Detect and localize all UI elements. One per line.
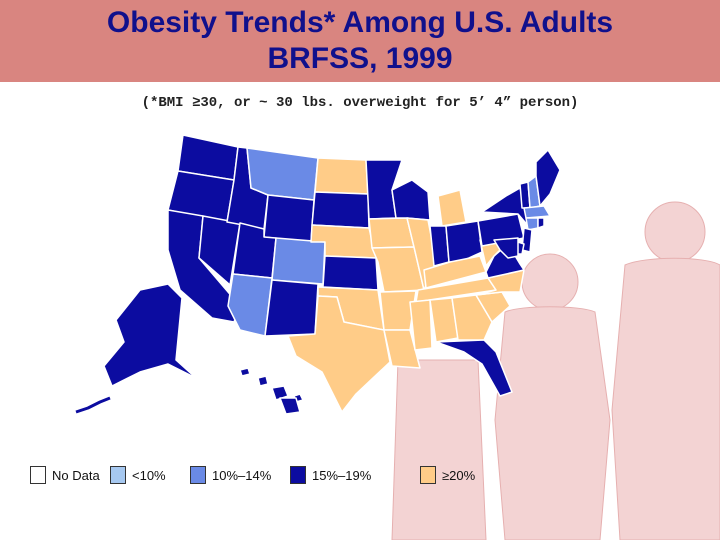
legend-swatch bbox=[420, 466, 436, 484]
state-NM bbox=[264, 279, 319, 337]
subtitle: (*BMI ≥30, or ~ 30 lbs. overweight for 5… bbox=[141, 95, 579, 111]
state-HI-island-2 bbox=[271, 385, 289, 401]
legend-swatch bbox=[290, 466, 306, 484]
us-map bbox=[75, 134, 561, 415]
title-band bbox=[0, 0, 720, 82]
state-KY bbox=[423, 255, 487, 289]
state-KS bbox=[322, 255, 379, 291]
legend-swatch bbox=[30, 466, 46, 484]
silhouette-figures bbox=[391, 201, 720, 540]
state-FL bbox=[435, 339, 513, 397]
state-MI bbox=[437, 189, 467, 227]
legend-swatch bbox=[110, 466, 126, 484]
legend-label: 10%–14% bbox=[212, 468, 272, 483]
legend-label: No Data bbox=[52, 468, 100, 483]
legend-label: 15%–19% bbox=[312, 468, 372, 483]
state-ND bbox=[314, 157, 369, 195]
title-line-1: Obesity Trends* Among U.S. Adults bbox=[106, 6, 614, 39]
state-WI bbox=[391, 179, 431, 221]
state-RI bbox=[537, 217, 545, 229]
state-ME bbox=[535, 149, 561, 207]
legend: No Data <10% 10%–14% 15%–19% ≥20% bbox=[30, 463, 550, 491]
legend-label: ≥20% bbox=[442, 468, 476, 483]
aleutian-islands bbox=[75, 396, 111, 414]
state-MA bbox=[523, 205, 551, 219]
legend-label: <10% bbox=[132, 468, 166, 483]
state-MS bbox=[409, 299, 433, 351]
state-LA bbox=[383, 329, 421, 369]
legend-swatch bbox=[190, 466, 206, 484]
state-AZ bbox=[227, 273, 273, 337]
state-CO bbox=[271, 237, 326, 285]
state-OH bbox=[445, 220, 483, 263]
state-AK bbox=[103, 283, 197, 387]
state-NJ bbox=[521, 227, 533, 253]
state-HI-island-4 bbox=[239, 367, 251, 377]
title-line-2: BRFSS, 1999 bbox=[267, 42, 453, 75]
state-TX bbox=[287, 295, 391, 413]
state-HI bbox=[257, 375, 269, 387]
state-MD bbox=[493, 237, 519, 259]
state-IA bbox=[368, 217, 415, 249]
state-WY bbox=[263, 194, 315, 243]
state-SD bbox=[311, 191, 370, 229]
state-HI-big-island bbox=[279, 397, 301, 415]
